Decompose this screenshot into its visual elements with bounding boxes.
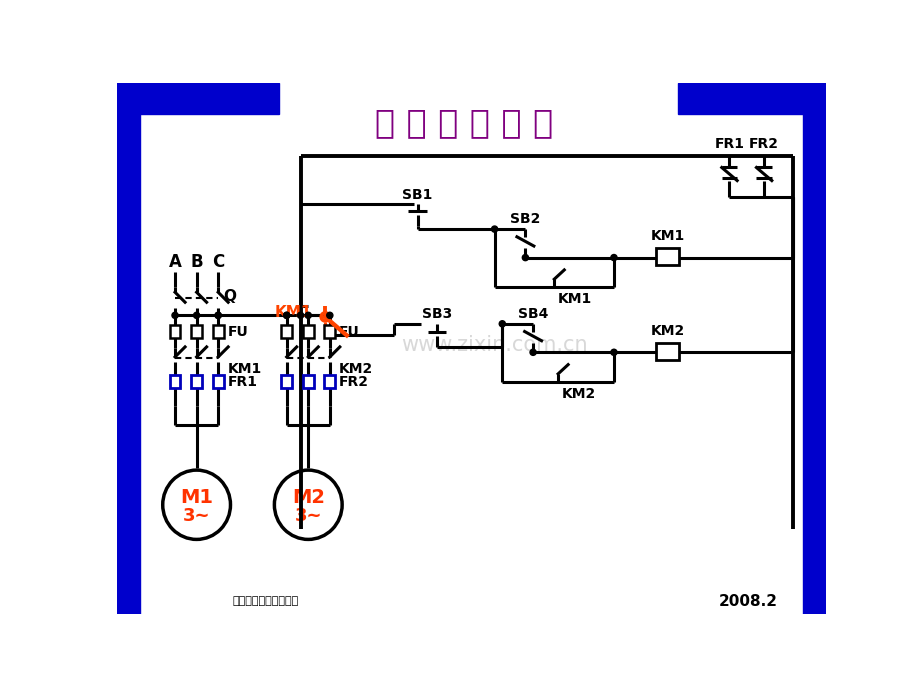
Text: SB1: SB1 xyxy=(402,188,432,202)
Text: 判 断 电 路 功 能: 判 断 电 路 功 能 xyxy=(374,106,552,139)
Text: FR2: FR2 xyxy=(339,375,369,388)
Text: SB3: SB3 xyxy=(421,307,451,321)
Circle shape xyxy=(172,313,178,318)
Bar xyxy=(655,343,678,360)
Text: 电气控制技术及PLC: 电气控制技术及PLC xyxy=(154,91,242,105)
Text: FU: FU xyxy=(339,324,359,339)
Text: C: C xyxy=(211,253,224,271)
Text: KM1: KM1 xyxy=(274,305,312,319)
Text: KM2: KM2 xyxy=(562,387,596,401)
Text: 2008.2: 2008.2 xyxy=(718,593,777,609)
Text: Q: Q xyxy=(223,288,236,304)
Circle shape xyxy=(499,321,505,327)
Bar xyxy=(655,248,678,265)
Bar xyxy=(281,326,291,337)
Bar xyxy=(212,326,223,337)
Text: KM2: KM2 xyxy=(339,362,373,376)
Text: FR1: FR1 xyxy=(714,137,743,151)
Circle shape xyxy=(193,313,199,318)
Bar xyxy=(191,326,202,337)
Bar xyxy=(324,326,335,337)
Bar xyxy=(677,83,825,114)
Text: B: B xyxy=(190,253,203,271)
Circle shape xyxy=(491,226,497,232)
Circle shape xyxy=(529,349,536,355)
Text: KM2: KM2 xyxy=(650,324,685,337)
Circle shape xyxy=(610,255,617,261)
Bar xyxy=(281,375,291,388)
Text: M2: M2 xyxy=(291,488,324,506)
Bar xyxy=(302,326,313,337)
Text: KM1: KM1 xyxy=(650,229,685,243)
Bar xyxy=(169,375,180,388)
Bar xyxy=(324,375,335,388)
Text: A: A xyxy=(168,253,181,271)
Text: KM1: KM1 xyxy=(227,362,261,376)
Bar xyxy=(801,83,825,614)
Circle shape xyxy=(215,313,221,318)
Circle shape xyxy=(297,313,303,318)
Bar xyxy=(117,83,141,614)
Circle shape xyxy=(522,255,528,261)
Circle shape xyxy=(215,313,221,318)
Text: SB4: SB4 xyxy=(517,307,548,321)
Bar xyxy=(117,83,278,114)
Circle shape xyxy=(283,313,289,318)
Circle shape xyxy=(283,313,289,318)
Bar xyxy=(212,375,223,388)
Text: www.zixin.com.cn: www.zixin.com.cn xyxy=(401,335,587,355)
Text: SB2: SB2 xyxy=(510,212,540,226)
Text: 3~: 3~ xyxy=(183,506,210,524)
Bar xyxy=(191,375,202,388)
Text: FU: FU xyxy=(227,324,248,339)
Text: KM1: KM1 xyxy=(558,292,592,306)
Text: 某大学自动化工程学院: 某大学自动化工程学院 xyxy=(233,596,299,606)
Circle shape xyxy=(610,349,617,355)
Text: M1: M1 xyxy=(180,488,213,506)
Text: 3~: 3~ xyxy=(294,506,322,524)
Circle shape xyxy=(305,313,311,318)
Circle shape xyxy=(326,313,333,318)
Bar xyxy=(302,375,313,388)
Text: FR1: FR1 xyxy=(227,375,257,388)
Bar xyxy=(169,326,180,337)
Text: FR2: FR2 xyxy=(748,137,778,151)
